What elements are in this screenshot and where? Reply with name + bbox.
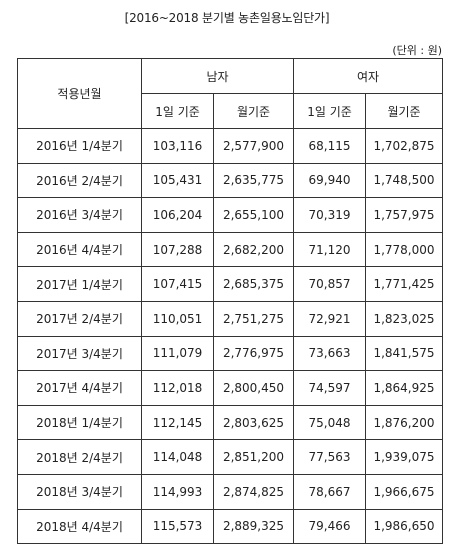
- female-daily-cell: 75,048: [293, 404, 366, 441]
- male-daily-cell: 110,051: [141, 300, 214, 337]
- header-male-daily: 1일 기준: [141, 93, 214, 129]
- male-monthly-cell: 2,803,625: [213, 404, 294, 441]
- female-monthly-cell: 1,778,000: [365, 231, 443, 268]
- male-monthly-cell: 2,655,100: [213, 197, 294, 233]
- male-daily-cell: 114,993: [141, 473, 214, 510]
- male-daily-cell: 112,145: [141, 404, 214, 441]
- period-cell: 2017년 2/4분기: [17, 300, 142, 337]
- period-cell: 2018년 4/4분기: [17, 508, 142, 545]
- wage-table: 적용년월 남자 여자 1일 기준 월기준 1일 기준 월기준 2016년 1/4…: [17, 58, 443, 545]
- female-daily-cell: 74,597: [293, 370, 366, 406]
- period-cell: 2016년 1/4분기: [17, 128, 142, 164]
- table-row: 2017년 4/4분기 112,018 2,800,450 74,597 1,864,9…: [17, 370, 443, 406]
- male-monthly-cell: 2,800,450: [213, 370, 294, 406]
- period-cell: 2017년 4/4분기: [17, 370, 142, 406]
- wage-table-body: 적용년월 남자 여자 1일 기준 월기준 1일 기준 월기준 2016년 1/4…: [17, 58, 443, 545]
- page-title: [2016~2018 분기별 농촌일용노임단가]: [124, 11, 330, 25]
- female-monthly-cell: 1,702,875: [365, 128, 443, 164]
- table-row: 2017년 2/4분기 110,051 2,751,275 72,921 1,823,0…: [17, 300, 443, 337]
- male-daily-cell: 105,431: [141, 162, 214, 199]
- male-monthly-cell: 2,635,775: [213, 162, 294, 199]
- header-row-basis: 1일 기준 월기준 1일 기준 월기준: [18, 93, 443, 129]
- period-cell: 2018년 1/4분기: [17, 404, 142, 441]
- female-daily-cell: 79,466: [293, 508, 366, 545]
- male-daily-cell: 107,415: [141, 266, 214, 302]
- male-monthly-cell: 2,577,900: [213, 128, 294, 164]
- female-daily-cell: 78,667: [293, 473, 366, 510]
- table-row: 2016년 1/4분기 103,116 2,577,900 68,115 1,702,8…: [17, 128, 443, 164]
- table-row: 2016년 3/4분기 106,204 2,655,100 70,319 1,757,9…: [17, 197, 443, 233]
- male-monthly-cell: 2,851,200: [213, 439, 294, 475]
- table-row: 2018년 2/4분기 114,048 2,851,200 77,563 1,939,0…: [17, 439, 443, 475]
- female-monthly-cell: 1,864,925: [365, 370, 443, 406]
- male-daily-cell: 106,204: [141, 197, 214, 233]
- female-daily-cell: 70,857: [293, 266, 366, 302]
- female-daily-cell: 68,115: [293, 128, 366, 164]
- header-row-groups: 적용년월 남자 여자: [17, 58, 443, 129]
- male-monthly-cell: 2,889,325: [213, 508, 294, 545]
- female-monthly-cell: 1,748,500: [365, 162, 443, 199]
- female-monthly-cell: 1,841,575: [365, 335, 443, 372]
- period-cell: 2017년 1/4분기: [17, 266, 142, 302]
- female-monthly-cell: 1,823,025: [365, 300, 443, 337]
- period-cell: 2017년 3/4분기: [17, 335, 142, 372]
- male-daily-cell: 112,018: [141, 370, 214, 406]
- male-daily-cell: 103,116: [141, 128, 214, 164]
- female-monthly-cell: 1,986,650: [365, 508, 443, 545]
- header-male: 남자: [141, 58, 294, 94]
- male-daily-cell: 114,048: [141, 439, 214, 475]
- table-row: 2016년 2/4분기 105,431 2,635,775 69,940 1,748,5…: [17, 162, 443, 199]
- female-daily-cell: 77,563: [293, 439, 366, 475]
- female-daily-cell: 69,940: [293, 162, 366, 199]
- header-female: 여자: [293, 58, 443, 94]
- table-row: 2018년 1/4분기 112,145 2,803,625 75,048 1,876,2…: [17, 404, 443, 441]
- period-cell: 2018년 3/4분기: [17, 473, 142, 510]
- female-daily-cell: 73,663: [293, 335, 366, 372]
- male-daily-cell: 107,288: [141, 231, 214, 268]
- female-daily-cell: 70,319: [293, 197, 366, 233]
- header-female-monthly: 월기준: [365, 93, 443, 129]
- male-monthly-cell: 2,751,275: [213, 300, 294, 337]
- male-monthly-cell: 2,874,825: [213, 473, 294, 510]
- unit-label: (단위 : 원): [392, 44, 442, 57]
- female-monthly-cell: 1,876,200: [365, 404, 443, 441]
- female-monthly-cell: 1,771,425: [365, 266, 443, 302]
- female-monthly-cell: 1,966,675: [365, 473, 443, 510]
- table-row: 2017년 1/4분기 107,415 2,685,375 70,857 1,771,4…: [17, 266, 443, 302]
- female-daily-cell: 71,120: [293, 231, 366, 268]
- table-row: 2016년 4/4분기 107,288 2,682,200 71,120 1,778,0…: [17, 231, 443, 268]
- period-cell: 2016년 4/4분기: [17, 231, 142, 268]
- male-monthly-cell: 2,776,975: [213, 335, 294, 372]
- male-daily-cell: 115,573: [141, 508, 214, 545]
- header-period: 적용년월: [17, 58, 142, 129]
- header-female-daily: 1일 기준: [293, 93, 366, 129]
- header-male-monthly: 월기준: [213, 93, 294, 129]
- period-cell: 2016년 2/4분기: [17, 162, 142, 199]
- male-daily-cell: 111,079: [141, 335, 214, 372]
- male-monthly-cell: 2,682,200: [213, 231, 294, 268]
- male-monthly-cell: 2,685,375: [213, 266, 294, 302]
- female-monthly-cell: 1,939,075: [365, 439, 443, 475]
- period-cell: 2016년 3/4분기: [17, 197, 142, 233]
- female-monthly-cell: 1,757,975: [365, 197, 443, 233]
- table-row: 2018년 3/4분기 114,993 2,874,825 78,667 1,966,6…: [17, 473, 443, 510]
- table-row: 2018년 4/4분기 115,573 2,889,325 79,466 1,986,6…: [17, 508, 443, 545]
- female-daily-cell: 72,921: [293, 300, 366, 337]
- table-row: 2017년 3/4분기 111,079 2,776,975 73,663 1,841,5…: [17, 335, 443, 372]
- period-cell: 2018년 2/4분기: [17, 439, 142, 475]
